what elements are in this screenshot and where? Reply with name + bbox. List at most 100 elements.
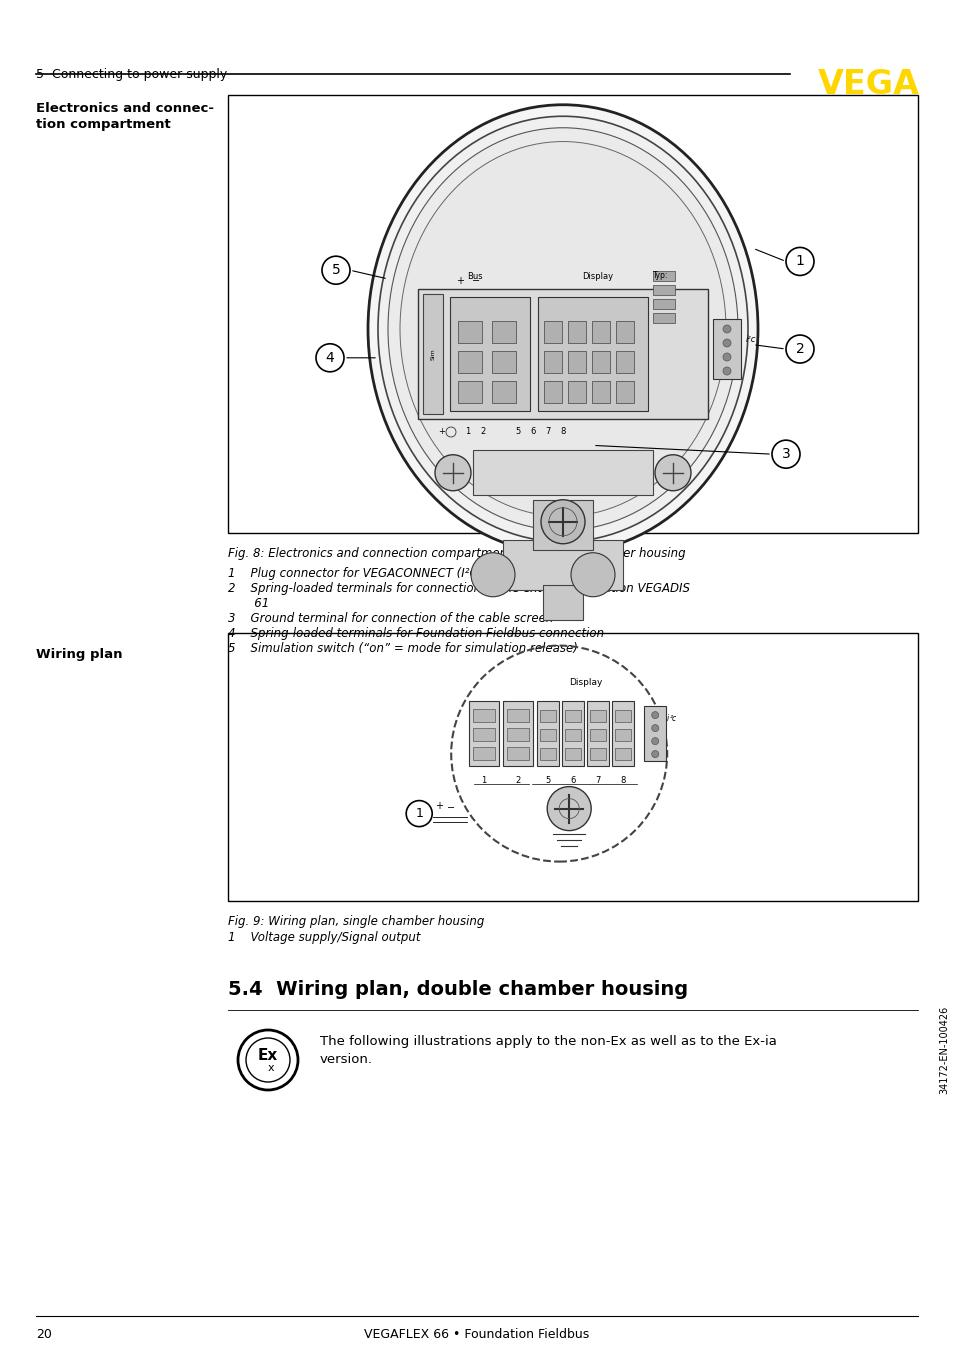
Bar (422, 294, 442, 414)
Bar (567, 351, 585, 372)
Bar (473, 728, 495, 741)
Bar (457, 380, 481, 403)
Text: Fig. 9: Wiring plan, single chamber housing: Fig. 9: Wiring plan, single chamber hous… (228, 915, 484, 927)
Circle shape (771, 440, 800, 468)
Circle shape (435, 455, 471, 490)
Text: Ex: Ex (257, 1048, 278, 1063)
Ellipse shape (368, 104, 758, 554)
Circle shape (722, 325, 730, 333)
Circle shape (246, 1039, 290, 1082)
Bar (473, 747, 495, 760)
Bar (564, 728, 580, 741)
Bar (616, 380, 634, 403)
Text: Wiring plan: Wiring plan (36, 649, 122, 661)
Bar (502, 540, 622, 590)
Bar (492, 321, 516, 343)
Bar (590, 728, 605, 741)
Bar (564, 709, 580, 722)
Bar (564, 749, 580, 760)
Bar (592, 321, 609, 343)
Text: 20: 20 (36, 1328, 51, 1340)
Bar (492, 351, 516, 372)
Circle shape (785, 334, 813, 363)
Text: Fig. 8: Electronics and connection compartment with single chamber housing: Fig. 8: Electronics and connection compa… (228, 547, 685, 561)
Text: 61: 61 (228, 597, 269, 611)
Ellipse shape (377, 116, 747, 542)
Bar (592, 380, 609, 403)
Text: 2: 2 (480, 427, 485, 436)
Text: +: + (435, 800, 443, 811)
Text: The following illustrations apply to the non-Ex as well as to the Ex-ia: The following illustrations apply to the… (319, 1034, 776, 1048)
Bar (228, 634, 917, 900)
Circle shape (547, 787, 591, 830)
Bar (542, 585, 582, 620)
Text: 8: 8 (559, 427, 565, 436)
Circle shape (237, 1030, 297, 1090)
Circle shape (406, 800, 432, 826)
Text: Display: Display (568, 678, 601, 686)
Bar (543, 321, 561, 343)
Text: 5: 5 (332, 263, 340, 278)
Bar (643, 705, 665, 761)
Text: 7: 7 (545, 427, 550, 436)
Bar (469, 701, 498, 766)
Text: 5    Simulation switch (“on” = mode for simulation release): 5 Simulation switch (“on” = mode for sim… (228, 642, 578, 655)
Bar (502, 701, 533, 766)
Text: 1    Plug connector for VEGACONNECT (I²C interface): 1 Plug connector for VEGACONNECT (I²C in… (228, 567, 538, 580)
Circle shape (722, 353, 730, 362)
Text: 2: 2 (795, 343, 803, 356)
Circle shape (722, 367, 730, 375)
Bar (473, 450, 652, 494)
Bar (561, 701, 583, 766)
Circle shape (315, 344, 344, 372)
Circle shape (651, 712, 658, 719)
Bar (507, 747, 529, 760)
Text: VEGAFLEX 66 • Foundation Fieldbus: VEGAFLEX 66 • Foundation Fieldbus (364, 1328, 589, 1340)
Circle shape (651, 750, 658, 758)
Text: 1: 1 (415, 807, 423, 821)
Text: 2    Spring-loaded terminals for connection of the external indication VEGADIS: 2 Spring-loaded terminals for connection… (228, 582, 689, 594)
Bar (492, 380, 516, 403)
Bar (507, 728, 529, 741)
Text: 3: 3 (781, 447, 789, 462)
Text: −: − (447, 803, 455, 812)
Text: 1: 1 (795, 255, 803, 268)
Text: 1: 1 (481, 776, 486, 785)
Bar (473, 709, 495, 722)
Circle shape (655, 455, 690, 490)
Bar (450, 297, 530, 412)
Text: Display: Display (582, 272, 613, 282)
Bar (537, 297, 647, 412)
Text: +: + (438, 427, 445, 436)
Bar (652, 271, 675, 282)
Circle shape (651, 738, 658, 745)
Ellipse shape (399, 142, 725, 516)
Bar (652, 299, 675, 309)
Bar (539, 749, 556, 760)
Bar (417, 288, 707, 418)
Text: ²c: ²c (670, 714, 677, 723)
Bar (457, 321, 481, 343)
Text: VEGA: VEGA (817, 68, 919, 102)
Text: 34172-EN-100426: 34172-EN-100426 (938, 1006, 948, 1094)
Text: 3    Ground terminal for connection of the cable screen: 3 Ground terminal for connection of the … (228, 612, 553, 626)
Bar (533, 500, 593, 550)
Text: 1: 1 (465, 427, 470, 436)
Bar (590, 709, 605, 722)
Ellipse shape (388, 127, 738, 531)
Bar (615, 749, 631, 760)
Text: 6: 6 (570, 776, 576, 785)
Bar (539, 728, 556, 741)
Text: Electronics and connec-
tion compartment: Electronics and connec- tion compartment (36, 102, 213, 131)
Circle shape (471, 552, 515, 597)
Text: 5: 5 (545, 776, 550, 785)
Bar (590, 749, 605, 760)
Circle shape (540, 500, 584, 544)
Text: Bus: Bus (467, 272, 482, 282)
Bar (457, 351, 481, 372)
Bar (616, 321, 634, 343)
Circle shape (651, 724, 658, 731)
Bar (616, 351, 634, 372)
Text: x: x (268, 1063, 274, 1072)
Bar (543, 351, 561, 372)
